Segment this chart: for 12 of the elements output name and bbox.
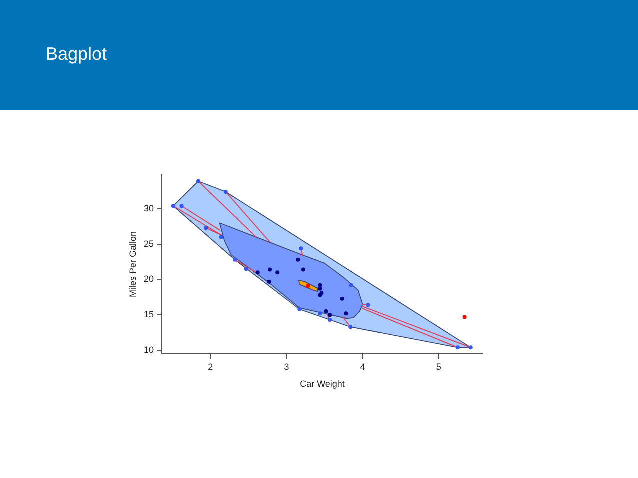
x-tick-label: 5: [436, 362, 442, 372]
y-tick-label: 10: [144, 344, 154, 355]
y-tick-label: 15: [144, 310, 154, 320]
y-tick-label: 25: [144, 238, 154, 249]
y-tick-label: 20: [144, 274, 154, 284]
y-tick-label: 30: [144, 203, 154, 214]
chart-title: Bagplot: [46, 44, 108, 65]
x-tick-label: 2: [208, 362, 214, 372]
x-axis-title: Car Weight: [300, 379, 346, 390]
x-tick-label: 3: [284, 362, 290, 372]
y-axis-title: Miles Per Gallon: [128, 231, 138, 298]
x-tick-label: 4: [360, 362, 366, 372]
